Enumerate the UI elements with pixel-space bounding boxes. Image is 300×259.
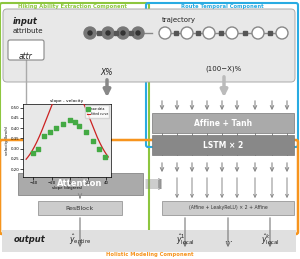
Text: attr: attr (19, 52, 33, 61)
Text: Attention: Attention (57, 179, 103, 189)
Circle shape (117, 27, 129, 39)
Circle shape (106, 31, 110, 35)
Circle shape (181, 27, 193, 39)
Bar (162, 201, 294, 215)
Bar (18, 173, 143, 195)
Text: (Affine + LeakyReLU) × 2 + Affine: (Affine + LeakyReLU) × 2 + Affine (189, 205, 267, 211)
Bar (152, 135, 294, 155)
Text: Holistic Modeling Component: Holistic Modeling Component (106, 252, 194, 257)
Text: attribute: attribute (13, 28, 44, 34)
Text: trajectory: trajectory (162, 17, 196, 23)
Text: output: output (14, 235, 46, 244)
Circle shape (276, 27, 288, 39)
Text: Hiking Ability Extraction Component: Hiking Ability Extraction Component (18, 4, 126, 9)
Text: $\hat{y}^k_\mathrm{local}$: $\hat{y}^k_\mathrm{local}$ (261, 233, 279, 248)
Circle shape (159, 27, 171, 39)
Text: ResBlock: ResBlock (66, 205, 94, 211)
Point (60, 122, 65, 126)
Bar (2, 230, 296, 252)
Text: input: input (13, 17, 38, 26)
Circle shape (121, 31, 125, 35)
Bar (38, 201, 122, 215)
Point (84, 130, 89, 134)
FancyBboxPatch shape (3, 9, 295, 82)
Circle shape (88, 31, 92, 35)
Text: (100−X)%: (100−X)% (206, 65, 242, 71)
Point (97, 147, 101, 151)
Bar (152, 113, 294, 133)
Point (36, 147, 40, 151)
FancyBboxPatch shape (8, 40, 44, 60)
Text: $\cdots$: $\cdots$ (224, 235, 232, 244)
Text: $\hat{y}^1_\mathrm{local}$: $\hat{y}^1_\mathrm{local}$ (176, 233, 194, 248)
X-axis label: slope (degrees): slope (degrees) (52, 186, 82, 190)
Text: Route Temporal Component: Route Temporal Component (181, 4, 263, 9)
Text: $\hat{y}_\mathrm{entire}$: $\hat{y}_\mathrm{entire}$ (69, 233, 91, 247)
Point (72, 120, 77, 124)
Circle shape (203, 27, 215, 39)
Circle shape (102, 27, 114, 39)
Circle shape (136, 31, 140, 35)
Circle shape (132, 27, 144, 39)
Point (42, 134, 47, 139)
Text: LSTM × 2: LSTM × 2 (203, 140, 243, 149)
Point (77, 124, 82, 128)
Text: Affine + Tanh: Affine + Tanh (194, 119, 252, 127)
Point (102, 155, 107, 159)
Text: X%: X% (101, 68, 113, 77)
Point (31, 151, 36, 155)
Circle shape (252, 27, 264, 39)
Circle shape (226, 27, 238, 39)
Point (47, 130, 52, 134)
Point (54, 126, 59, 130)
Title: slope - velocity: slope - velocity (50, 98, 83, 103)
Legend: raw data, fitted curve: raw data, fitted curve (85, 105, 110, 118)
Point (90, 138, 95, 142)
Y-axis label: velocity (km/h): velocity (km/h) (5, 126, 9, 155)
Point (68, 118, 72, 122)
Circle shape (84, 27, 96, 39)
